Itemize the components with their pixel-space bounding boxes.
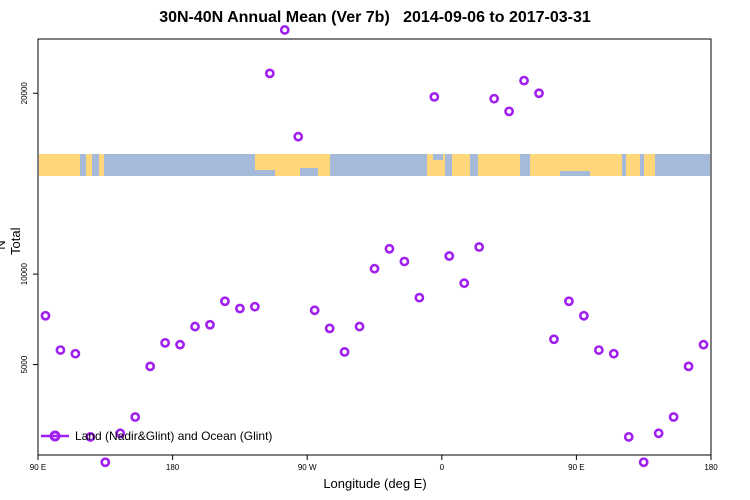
- world-map-strip: [39, 154, 710, 176]
- data-point: [399, 256, 410, 267]
- data-point: [549, 334, 559, 345]
- data-point: [683, 361, 694, 372]
- data-point: [309, 305, 320, 316]
- data-point: [220, 296, 230, 307]
- x-axis: 90 E 180 90 W 0 90 E 180: [30, 455, 718, 472]
- data-point: [444, 251, 455, 261]
- data-point: [384, 243, 395, 254]
- map-land-8: [626, 154, 640, 176]
- data-point: [578, 310, 589, 321]
- map-land-6: [478, 154, 520, 176]
- data-point: [264, 68, 275, 79]
- data-point: [293, 131, 304, 142]
- y-tick-label: 5000: [20, 355, 29, 373]
- x-tick-label: 0: [440, 463, 445, 472]
- map-land-7: [530, 154, 622, 176]
- data-point: [593, 345, 604, 355]
- map-coast-3: [560, 171, 590, 176]
- data-point: [160, 337, 171, 348]
- data-point: [653, 428, 664, 439]
- x-tick-label: 90 W: [298, 463, 317, 472]
- plot-frame: [37, 38, 712, 456]
- y-axis: 5000 10000 20000: [20, 82, 38, 373]
- data-point: [519, 75, 529, 86]
- data-points: [40, 25, 709, 468]
- data-point: [474, 242, 485, 252]
- data-point: [205, 319, 215, 330]
- data-point: [504, 106, 514, 117]
- map-coast-4: [110, 154, 118, 158]
- data-point: [190, 321, 200, 332]
- data-point: [623, 432, 634, 442]
- map-land-0: [39, 154, 80, 176]
- map-land-1: [86, 154, 92, 176]
- data-point: [339, 347, 350, 357]
- data-point: [249, 301, 260, 312]
- data-point: [115, 428, 126, 439]
- data-point: [698, 339, 709, 350]
- data-point: [608, 348, 619, 359]
- data-point: [564, 296, 574, 307]
- data-point: [40, 310, 51, 321]
- x-tick-label: 180: [704, 463, 718, 472]
- x-tick-label: 90 E: [30, 463, 46, 472]
- legend-label: Land (Nadir&Glint) and Ocean (Glint): [75, 429, 272, 443]
- data-point: [668, 412, 679, 422]
- legend-marker: [49, 430, 61, 442]
- map-land-2: [99, 154, 104, 176]
- data-point: [145, 361, 156, 372]
- data-point: [354, 321, 365, 332]
- data-point: [534, 88, 544, 99]
- y-tick-label: 20000: [20, 82, 29, 105]
- map-land-9: [644, 154, 655, 176]
- data-point: [130, 412, 141, 422]
- data-point: [85, 432, 96, 442]
- data-point: [459, 278, 470, 289]
- x-tick-label: 180: [166, 463, 180, 472]
- map-coast-1: [300, 168, 318, 176]
- data-point: [234, 303, 245, 314]
- data-point: [638, 457, 649, 468]
- data-point: [369, 263, 380, 274]
- map-coast-0: [255, 170, 275, 176]
- data-point: [175, 339, 185, 350]
- data-point: [429, 91, 440, 102]
- data-point: [100, 457, 111, 468]
- map-land-5: [452, 154, 470, 176]
- data-point: [324, 323, 335, 334]
- data-point: [55, 345, 66, 355]
- chart-title: 30N-40N Annual Mean (Ver 7b) 2014-09-06 …: [159, 9, 591, 26]
- data-point: [489, 93, 500, 104]
- data-point: [279, 25, 290, 35]
- legend: Land (Nadir&Glint) and Ocean (Glint): [41, 429, 272, 443]
- x-tick-label: 90 E: [568, 463, 584, 472]
- data-point: [70, 348, 81, 359]
- x-axis-label: Longitude (deg E): [323, 476, 427, 491]
- y-tick-label: 10000: [20, 262, 29, 285]
- data-point: [414, 292, 425, 303]
- map-coast-2: [433, 154, 443, 160]
